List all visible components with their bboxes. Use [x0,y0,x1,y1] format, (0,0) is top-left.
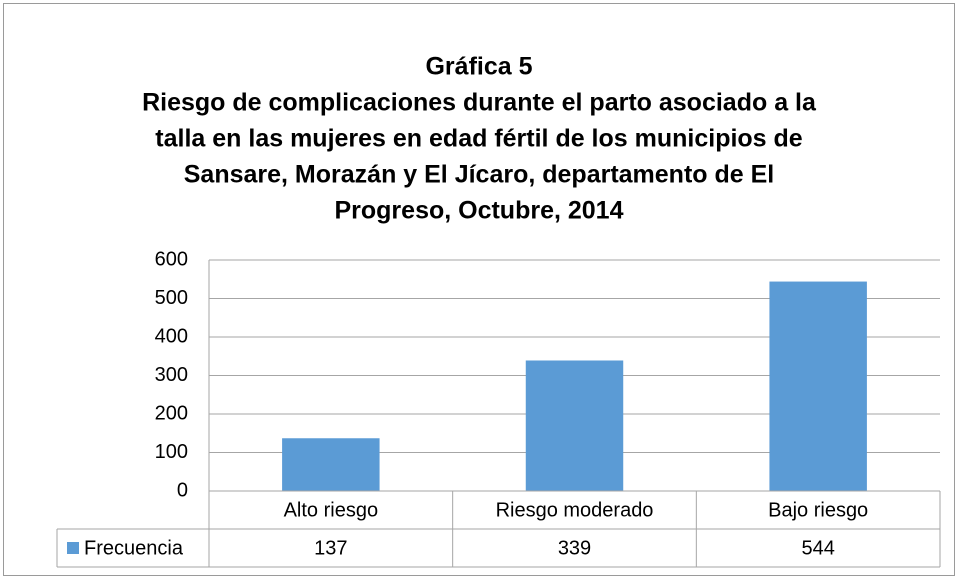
bar [525,360,624,491]
table-value: 339 [558,537,591,559]
legend-label: Frecuencia [84,537,184,559]
bar [769,281,867,491]
chart-title: Gráfica 5 [425,53,532,81]
y-tick-label: 100 [155,441,188,463]
bar [282,438,380,491]
y-tick-label: 0 [177,479,188,501]
y-tick-label: 500 [155,287,188,309]
y-tick-label: 600 [155,248,188,270]
x-tick-label: Alto riesgo [284,499,379,521]
table-value: 544 [801,537,834,559]
chart-subtitle: Riesgo de complicaciones durante el part… [142,89,817,117]
table-value: 137 [314,537,347,559]
x-tick-label: Bajo riesgo [768,499,868,521]
chart-subtitle: Sansare, Morazán y El Jícaro, departamen… [184,161,775,189]
x-tick-label: Riesgo moderado [496,499,654,521]
legend-key [67,542,79,554]
chart-subtitle: talla en las mujeres en edad fértil de l… [155,125,803,153]
y-tick-label: 400 [155,325,188,347]
y-tick-label: 200 [155,402,188,424]
y-tick-label: 300 [155,364,188,386]
chart-subtitle: Progreso, Octubre, 2014 [334,197,623,225]
